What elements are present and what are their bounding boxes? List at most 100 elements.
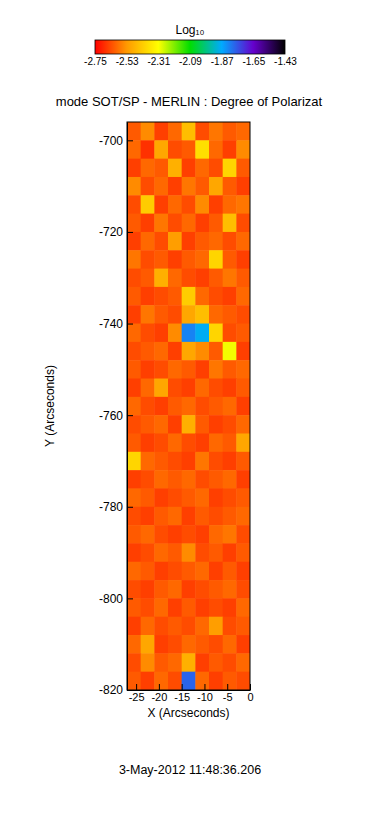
heatmap-cell xyxy=(182,122,196,141)
heatmap-cell xyxy=(195,177,209,196)
heatmap-cell xyxy=(209,415,223,434)
heatmap-cell xyxy=(127,397,141,416)
heatmap-cell xyxy=(223,562,237,581)
heatmap-cell xyxy=(154,397,168,416)
heatmap-cell xyxy=(127,653,141,672)
heatmap-cell xyxy=(223,525,237,544)
heatmap-cell xyxy=(154,232,168,251)
heatmap-cell xyxy=(141,507,155,526)
heatmap-cell xyxy=(195,635,209,654)
heatmap-cell xyxy=(209,232,223,251)
x-tick-label: -25 xyxy=(129,691,145,703)
heatmap-cell xyxy=(236,140,250,159)
heatmap-cell xyxy=(141,598,155,617)
y-tick-mark xyxy=(127,690,133,691)
heatmap-cell xyxy=(236,470,250,489)
y-tick: -820 xyxy=(99,683,133,697)
colorbar-tick-label: -1.65 xyxy=(242,56,265,67)
heatmap-cell xyxy=(236,543,250,562)
heatmap-cell xyxy=(168,452,182,471)
colorbar xyxy=(95,40,285,54)
colorbar-axis: -2.75-2.53-2.31-2.09-1.87-1.65-1.43 xyxy=(84,54,297,67)
heatmap-cell xyxy=(223,452,237,471)
heatmap-cell xyxy=(182,507,196,526)
y-tick-label: -720 xyxy=(99,225,123,239)
heatmap-cell xyxy=(209,672,223,690)
heatmap-cell xyxy=(236,653,250,672)
heatmap-cell xyxy=(182,159,196,178)
y-axis-title: Y (Arcseconds) xyxy=(43,365,57,447)
x-tick-label: -5 xyxy=(223,691,233,703)
heatmap-cell xyxy=(168,122,182,141)
heatmap-cell xyxy=(127,140,141,159)
heatmap-cell xyxy=(168,287,182,306)
heatmap-cell xyxy=(168,214,182,233)
heatmap-cell xyxy=(223,269,237,288)
heatmap-cell xyxy=(195,452,209,471)
heatmap-cell xyxy=(195,598,209,617)
colorbar-axis-line xyxy=(96,54,286,55)
heatmap-cell xyxy=(209,379,223,398)
heatmap-cell xyxy=(223,305,237,324)
heatmap-cell xyxy=(168,617,182,636)
heatmap-cell xyxy=(223,617,237,636)
heatmap-cell xyxy=(141,232,155,251)
heatmap-cell xyxy=(141,305,155,324)
heatmap-cell xyxy=(223,122,237,141)
heatmap-cell xyxy=(236,672,250,690)
heatmap-cell xyxy=(127,305,141,324)
heatmap-cell xyxy=(168,342,182,361)
heatmap-cell xyxy=(168,543,182,562)
x-tick-mark xyxy=(182,684,183,690)
heatmap-cell xyxy=(168,672,182,690)
heatmap-cell xyxy=(182,379,196,398)
heatmap-cell xyxy=(182,177,196,196)
heatmap-cell xyxy=(168,580,182,599)
heatmap-cell xyxy=(141,415,155,434)
heatmap-cell xyxy=(154,250,168,269)
heatmap-cell xyxy=(195,195,209,214)
heatmap-cell xyxy=(127,360,141,379)
heatmap-cell xyxy=(195,397,209,416)
heatmap-cell xyxy=(127,525,141,544)
heatmap-cell xyxy=(182,452,196,471)
heatmap-cell xyxy=(168,232,182,251)
heatmap-cell xyxy=(154,580,168,599)
heatmap-cell xyxy=(127,635,141,654)
y-tick-label: -760 xyxy=(99,409,123,423)
heatmap-cell xyxy=(236,562,250,581)
heatmap-cell xyxy=(154,159,168,178)
colorbar-tick-label: -2.75 xyxy=(84,56,107,67)
heatmap-cell xyxy=(154,488,168,507)
heatmap-cell xyxy=(154,635,168,654)
title: mode SOT/SP - MERLIN : Degree of Polariz… xyxy=(56,94,323,109)
heatmap-cell xyxy=(223,507,237,526)
heatmap-cell xyxy=(154,122,168,141)
heatmap-cell xyxy=(209,269,223,288)
heatmap-cell xyxy=(195,379,209,398)
heatmap-cell xyxy=(236,250,250,269)
heatmap-cell xyxy=(195,672,209,690)
y-tick: -780 xyxy=(99,500,133,514)
heatmap-cell xyxy=(182,287,196,306)
colorbar-tick-label: -2.09 xyxy=(179,56,202,67)
heatmap-cell xyxy=(223,159,237,178)
heatmap-cell xyxy=(168,159,182,178)
heatmap-cell xyxy=(182,598,196,617)
plot-frame xyxy=(127,122,250,690)
y-tick: -720 xyxy=(99,225,133,239)
heatmap-cell xyxy=(168,653,182,672)
heatmap-cell xyxy=(236,397,250,416)
heatmap-cell xyxy=(209,195,223,214)
heatmap-cell xyxy=(127,470,141,489)
heatmap-cell xyxy=(182,543,196,562)
y-tick-mark xyxy=(127,140,133,141)
heatmap-cell xyxy=(154,342,168,361)
heatmap-cell xyxy=(236,305,250,324)
heatmap-cell xyxy=(141,214,155,233)
heatmap-cell xyxy=(182,360,196,379)
heatmap-cell xyxy=(195,507,209,526)
x-tick: -20 xyxy=(151,684,167,703)
heatmap-cell xyxy=(195,360,209,379)
x-tick-mark xyxy=(250,684,251,690)
